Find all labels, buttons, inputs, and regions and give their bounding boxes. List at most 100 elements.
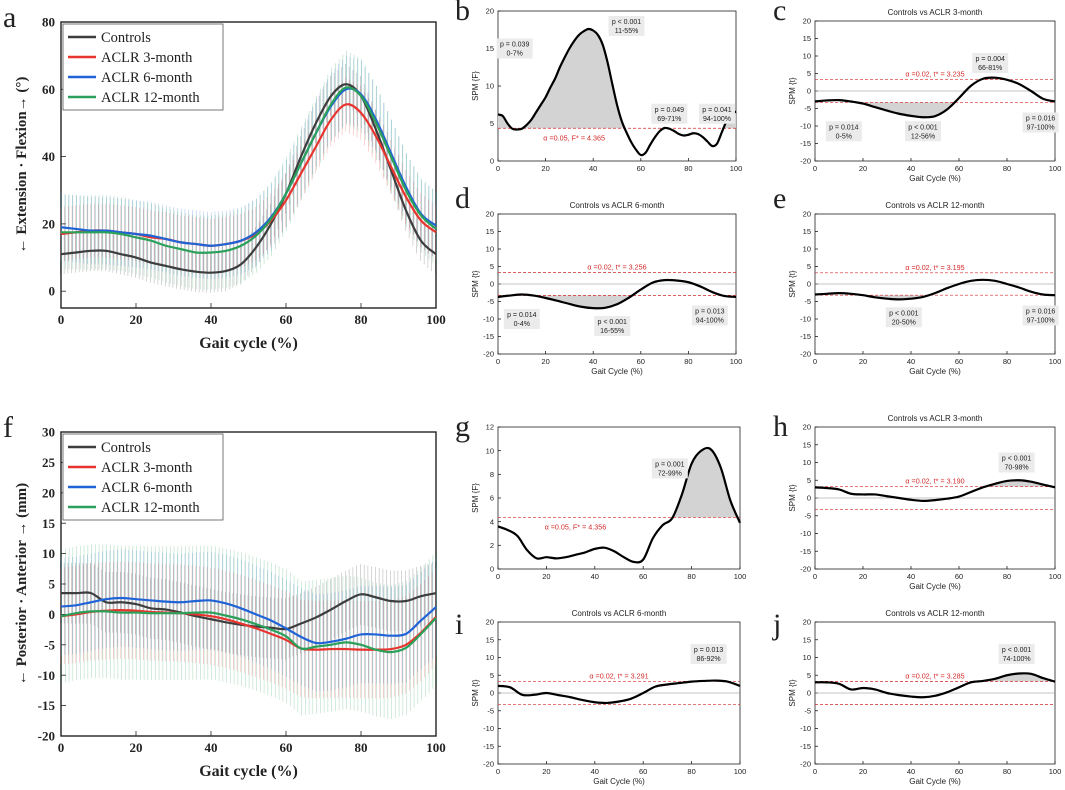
panel-f-legend-label: ACLR 12-month [101,500,200,516]
panel-j-ylabel: SPM {t} [788,679,797,706]
panel-j-p-annotation-bg [998,643,1035,664]
panel-d-p-annotation-text: p < 0.001 [598,319,627,326]
panel-c-xtick-label: 100 [1049,164,1062,173]
panel-j-p-annotation: p < 0.001 74-100% [998,643,1035,664]
panel-i-spm-curve [497,679,741,705]
panel-c-cluster-shade [855,102,955,118]
panel-d-xtick-label: 0 [496,357,500,366]
panel-e-p-annotation-text: p = 0.016 [1026,309,1055,316]
panel-e-p-annotation-text: 20-50% [892,319,916,326]
panel-j-ytick-label: 5 [807,671,811,680]
panel-i-ytick-label: -5 [487,706,494,715]
panel-f-legend-label: ACLR 3-month [101,460,193,476]
panel-b-xtick-label: 20 [541,164,549,173]
panel-a-line-aclr-12-month [61,86,437,254]
panel-f-line-aclr-12-month [60,610,437,654]
panel-g-ytick-label: 6 [490,494,494,503]
panel-g-ytick-label: 8 [490,470,494,479]
panel-i-xtick-label: 80 [687,767,695,776]
panel-b-p-annotation-text: 94-100% [703,116,731,123]
panel-i-ytick-label: -20 [483,760,494,769]
panel-c-xlabel: Gait Cycle (%) [909,174,961,183]
panel-b-axes: 0 20 40 60 80 100 0 5 10 15 20 SPM {F} [471,7,742,173]
panel-i-ytick-label: -10 [483,724,494,733]
panel-h-xtick-label: 80 [1003,572,1011,581]
panel-i-ytick-label: 15 [486,635,494,644]
panel-b-xtick-label: 80 [684,164,692,173]
panel-h-p-annotation: p < 0.001 70-98% [998,452,1035,473]
panel-b-ytick-label: 5 [490,119,494,128]
panel-a-xtick-label: 20 [130,312,143,327]
panel-i-ytick-label: 10 [486,653,494,662]
panel-c-ytick-label: 15 [803,34,811,43]
panel-j-xlabel: Gait Cycle (%) [909,777,961,786]
panel-i-xtick-label: 0 [496,767,500,776]
panel-h-cluster-shade [985,480,1052,487]
panel-a-ytick-label: 20 [42,216,55,231]
panel-d-p-annotation-text: 94-100% [696,318,724,325]
panel-letter-h: h [773,410,788,443]
panel-letter-i: i [455,608,463,641]
panel-letter-c: c [773,0,786,27]
panel-j-ytick-label: -15 [800,742,811,751]
panel-d-p-annotation-bg [503,309,540,329]
panel-j-ytick-label: 10 [803,653,811,662]
panel-a-line-controls [60,83,437,274]
panel-d-xtick-label: 40 [589,357,597,366]
panel-d-xtick-label: 20 [541,357,549,366]
panel-b-cluster-shade [522,29,625,129]
panel-e-ylabel: SPM {t} [788,270,797,297]
panel-j-xtick-label: 20 [859,767,867,776]
panel-i-p-annotation-text: 86-92% [696,656,720,663]
panel-c-p-annotation-text: p < 0.001 [908,124,937,131]
panel-b-ytick-label: 10 [486,82,494,91]
panel-f-axes: 0 20 40 60 80 100 -20 -15 -10 -5 0 5 10 15 20 25 30 Gait … [14,425,446,780]
panel-f-ytick-label: -15 [38,698,56,713]
panel-b-p-annotation-bg [608,16,645,36]
panel-a-xtick-label: 0 [58,312,65,327]
panel-g-ylabel: SPM {F} [471,483,480,513]
panel-e-ytick-label: -20 [800,350,811,359]
panel-a-ytick-label: 60 [42,82,55,97]
panel-f-ytick-label: -5 [44,637,55,652]
panel-d-p-annotation: p = 0.014 0-4% [503,309,540,329]
panel-a-xtick-label: 100 [426,312,446,327]
panel-f-xlabel: Gait cycle (%) [199,763,298,780]
panel-c-xtick-label: 40 [907,164,915,173]
panel-h-ytick-label: -5 [804,511,811,520]
panel-d-ytick-label: -5 [487,297,494,306]
panel-g-clusters [673,449,738,518]
panel-d-xtick-label: 60 [637,357,645,366]
panel-c-axes: 0 20 40 60 80 100 -20 -15 -10 -5 0 5 10 15 20 Gait Cycl… [788,8,1061,183]
panel-j-ytick-label: -5 [804,706,811,715]
panel-b-p-annotation-text: p < 0.001 [612,19,641,26]
panel-e-xtick-label: 80 [1003,357,1011,366]
panel-f-legend-label: Controls [101,440,151,456]
panel-e-ytick-label: 15 [803,227,811,236]
panel-e-p-annotation: p = 0.016 97-100% [1022,305,1059,326]
panel-b-spm-curve [497,27,737,157]
panel-d-p-annotation-text: p = 0.014 [507,312,536,319]
panel-letter-d: d [455,182,470,215]
panel-e-xtick-label: 40 [907,357,915,366]
panel-d-xlabel: Gait Cycle (%) [591,367,643,376]
panel-g-ytick-label: 4 [490,517,494,526]
panel-c-p-annotation-bg [1022,112,1059,133]
panel-h-p-annotation-text: p < 0.001 [1002,456,1031,463]
panel-c-xtick-label: 80 [1003,164,1011,173]
panel-d-p-annotation-bg [594,316,631,336]
panel-i-ytick-label: 5 [490,671,494,680]
panel-e-p-annotation-text: 97-100% [1027,318,1055,325]
panel-e-ytick-label: 5 [807,262,811,271]
panel-c-ylabel: SPM {t} [788,77,797,104]
panel-b-xtick-label: 100 [730,164,743,173]
panel-g-p-annotation-text: p = 0.001 [655,461,684,468]
panel-e-p-annotation: p < 0.001 20-50% [885,307,922,328]
panel-letter-a: a [3,1,16,34]
panel-e-ytick-label: 10 [803,245,811,254]
panel-c-ytick-label: -10 [800,122,811,131]
panel-a-xtick-label: 80 [355,312,368,327]
panel-d-p-annotation-text: 16-55% [600,328,624,335]
panel-e-title: Controls vs ACLR 12-month [885,201,984,210]
panel-b-xtick-label: 40 [589,164,597,173]
